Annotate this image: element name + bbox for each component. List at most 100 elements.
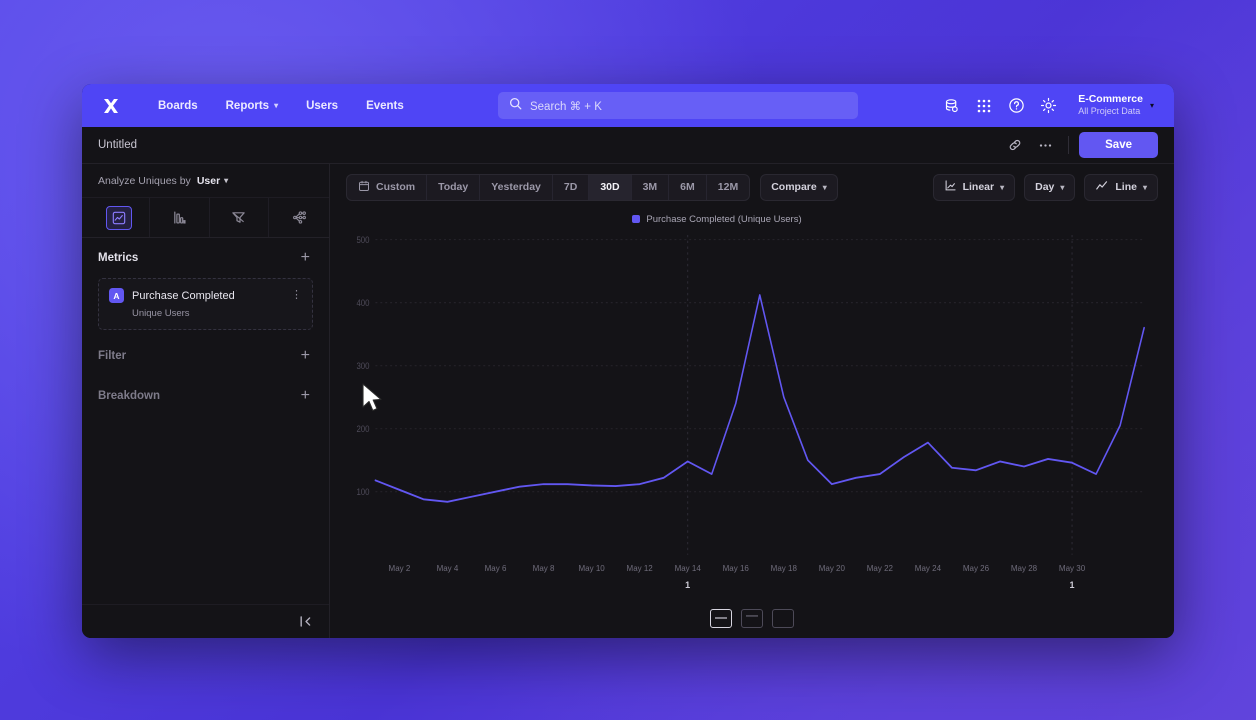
x-axis-annotation: 1 bbox=[685, 580, 691, 590]
analysis-type-trend[interactable] bbox=[90, 198, 150, 237]
breakdown-header: Breakdown + bbox=[98, 376, 313, 416]
layout-split-horizontal-icon[interactable] bbox=[710, 608, 732, 628]
date-range-30d[interactable]: 30D bbox=[589, 174, 632, 200]
nav-link-users-label: Users bbox=[306, 99, 339, 112]
x-axis-tick: May 24 bbox=[914, 564, 942, 573]
date-range-custom-label: Custom bbox=[376, 181, 416, 193]
x-axis-tick: May 4 bbox=[436, 564, 459, 573]
date-range-custom[interactable]: Custom bbox=[347, 174, 428, 200]
date-range-7d-label: 7D bbox=[563, 181, 578, 193]
collapse-panel-icon[interactable] bbox=[298, 614, 313, 629]
svg-text:300: 300 bbox=[356, 360, 369, 371]
more-horizontal-icon[interactable] bbox=[1032, 132, 1058, 158]
nav-link-events[interactable]: Events bbox=[352, 94, 418, 118]
nav-link-boards[interactable]: Boards bbox=[144, 94, 212, 118]
apps-grid-icon[interactable] bbox=[970, 92, 998, 120]
chevron-down-icon: ▾ bbox=[224, 176, 229, 185]
top-navigation-bar: Boards Reports ▾ Users Events bbox=[82, 84, 1174, 127]
x-axis-tick: May 22 bbox=[866, 564, 893, 573]
svg-text:400: 400 bbox=[356, 297, 369, 308]
compare-dropdown[interactable]: Compare ▾ bbox=[760, 173, 838, 201]
primary-nav-links: Boards Reports ▾ Users Events bbox=[144, 94, 418, 118]
analysis-type-switcher bbox=[82, 198, 329, 238]
workspace: Analyze Uniques by User ▾ bbox=[82, 164, 1174, 638]
chart-type-dropdown[interactable]: Line ▾ bbox=[1084, 173, 1158, 201]
chart-type-label: Line bbox=[1115, 181, 1137, 193]
breakdown-title: Breakdown bbox=[98, 390, 160, 402]
x-axis-annotation: 1 bbox=[1069, 580, 1075, 590]
chevron-down-icon: ▾ bbox=[1000, 182, 1005, 192]
analyze-by-selector[interactable]: User ▾ bbox=[197, 175, 228, 187]
chevron-down-icon: ▾ bbox=[1142, 182, 1147, 192]
chevron-down-icon: ▾ bbox=[1060, 182, 1065, 192]
add-filter-button[interactable]: + bbox=[300, 347, 310, 364]
metric-item-purchase-completed[interactable]: A Purchase Completed ⋮ Unique Users bbox=[98, 278, 313, 330]
filter-header: Filter + bbox=[98, 336, 313, 376]
metric-subtitle: Unique Users bbox=[132, 308, 190, 319]
x-axis-tick: May 18 bbox=[770, 564, 797, 573]
search-placeholder: Search ⌘ + K bbox=[529, 100, 602, 113]
add-breakdown-button[interactable]: + bbox=[300, 387, 310, 404]
nav-link-boards-label: Boards bbox=[158, 99, 198, 112]
x-axis-tick: May 10 bbox=[578, 564, 605, 573]
analysis-type-bar[interactable] bbox=[150, 198, 210, 237]
metrics-title: Metrics bbox=[98, 252, 139, 264]
trend-chart-icon bbox=[106, 205, 133, 230]
legend-swatch bbox=[632, 215, 641, 223]
chart-x-axis: May 2 May 4 May 6 May 8 May 10 May 12 May 14 1 M… bbox=[346, 564, 1150, 598]
legend-label: Purchase Completed (Unique Users) bbox=[646, 213, 802, 225]
line-chart-icon bbox=[1095, 179, 1109, 196]
chevron-down-icon: ▾ bbox=[1149, 101, 1154, 110]
x-axis-tick: May 16 bbox=[722, 564, 749, 573]
save-button[interactable]: Save bbox=[1079, 132, 1158, 158]
add-metric-button[interactable]: + bbox=[300, 249, 310, 266]
search-icon bbox=[509, 97, 522, 115]
page-title[interactable]: Untitled bbox=[98, 139, 137, 151]
date-range-3m[interactable]: 3M bbox=[632, 174, 670, 200]
date-range-6m[interactable]: 6M bbox=[669, 174, 707, 200]
date-range-yesterday[interactable]: Yesterday bbox=[480, 174, 553, 200]
search-input[interactable]: Search ⌘ + K bbox=[497, 92, 858, 119]
filter-title: Filter bbox=[98, 350, 127, 362]
nav-link-reports-label: Reports bbox=[225, 99, 270, 112]
scale-dropdown[interactable]: Linear ▾ bbox=[932, 173, 1016, 201]
nav-link-users[interactable]: Users bbox=[292, 94, 352, 118]
date-range-12m-label: 12M bbox=[717, 181, 739, 193]
layout-switcher bbox=[330, 598, 1174, 638]
help-circle-icon[interactable] bbox=[1002, 92, 1030, 120]
nav-link-reports[interactable]: Reports ▾ bbox=[212, 94, 292, 118]
filter-section: Filter + bbox=[82, 336, 329, 376]
project-name: E-Commerce bbox=[1078, 93, 1143, 106]
granularity-dropdown[interactable]: Day ▾ bbox=[1024, 173, 1076, 201]
x-axis-tick: May 20 bbox=[818, 564, 845, 573]
database-icon[interactable] bbox=[938, 92, 966, 120]
chevron-down-icon: ▾ bbox=[822, 182, 827, 192]
layout-stacked-icon[interactable] bbox=[741, 608, 763, 628]
calendar-icon bbox=[358, 180, 370, 195]
scale-label: Linear bbox=[962, 181, 995, 193]
analysis-type-flow[interactable] bbox=[269, 198, 329, 237]
x-axis-tick: May 28 bbox=[1010, 564, 1038, 573]
layout-single-icon[interactable] bbox=[772, 608, 794, 628]
line-chart[interactable]: 100 200 300 400 500 bbox=[346, 228, 1150, 564]
metric-name: Purchase Completed bbox=[132, 289, 235, 302]
analysis-type-funnel[interactable] bbox=[210, 198, 270, 237]
sidebar-footer bbox=[82, 604, 329, 638]
analyze-label: Analyze Uniques by bbox=[98, 174, 191, 187]
x-axis-tick: May 2 bbox=[388, 564, 411, 573]
breakdown-section: Breakdown + bbox=[82, 376, 329, 416]
date-range-today[interactable]: Today bbox=[427, 174, 481, 200]
chart-plot-area[interactable]: 100 200 300 400 500 bbox=[330, 228, 1174, 564]
chart-legend: Purchase Completed (Unique Users) bbox=[330, 210, 1174, 228]
project-selector[interactable]: E-Commerce All Project Data ▾ bbox=[1066, 93, 1160, 117]
metric-badge: A bbox=[109, 288, 124, 303]
flow-icon bbox=[286, 206, 312, 230]
date-range-7d[interactable]: 7D bbox=[553, 174, 590, 200]
metric-options-icon[interactable]: ⋮ bbox=[291, 289, 302, 302]
x-axis-tick: May 30 1 bbox=[1058, 564, 1086, 590]
x-logo-icon[interactable] bbox=[96, 96, 126, 116]
date-range-12m[interactable]: 12M bbox=[707, 175, 749, 200]
gear-icon[interactable] bbox=[1034, 92, 1062, 120]
x-axis-tick: May 6 bbox=[484, 564, 507, 573]
link-icon[interactable] bbox=[1002, 132, 1028, 158]
